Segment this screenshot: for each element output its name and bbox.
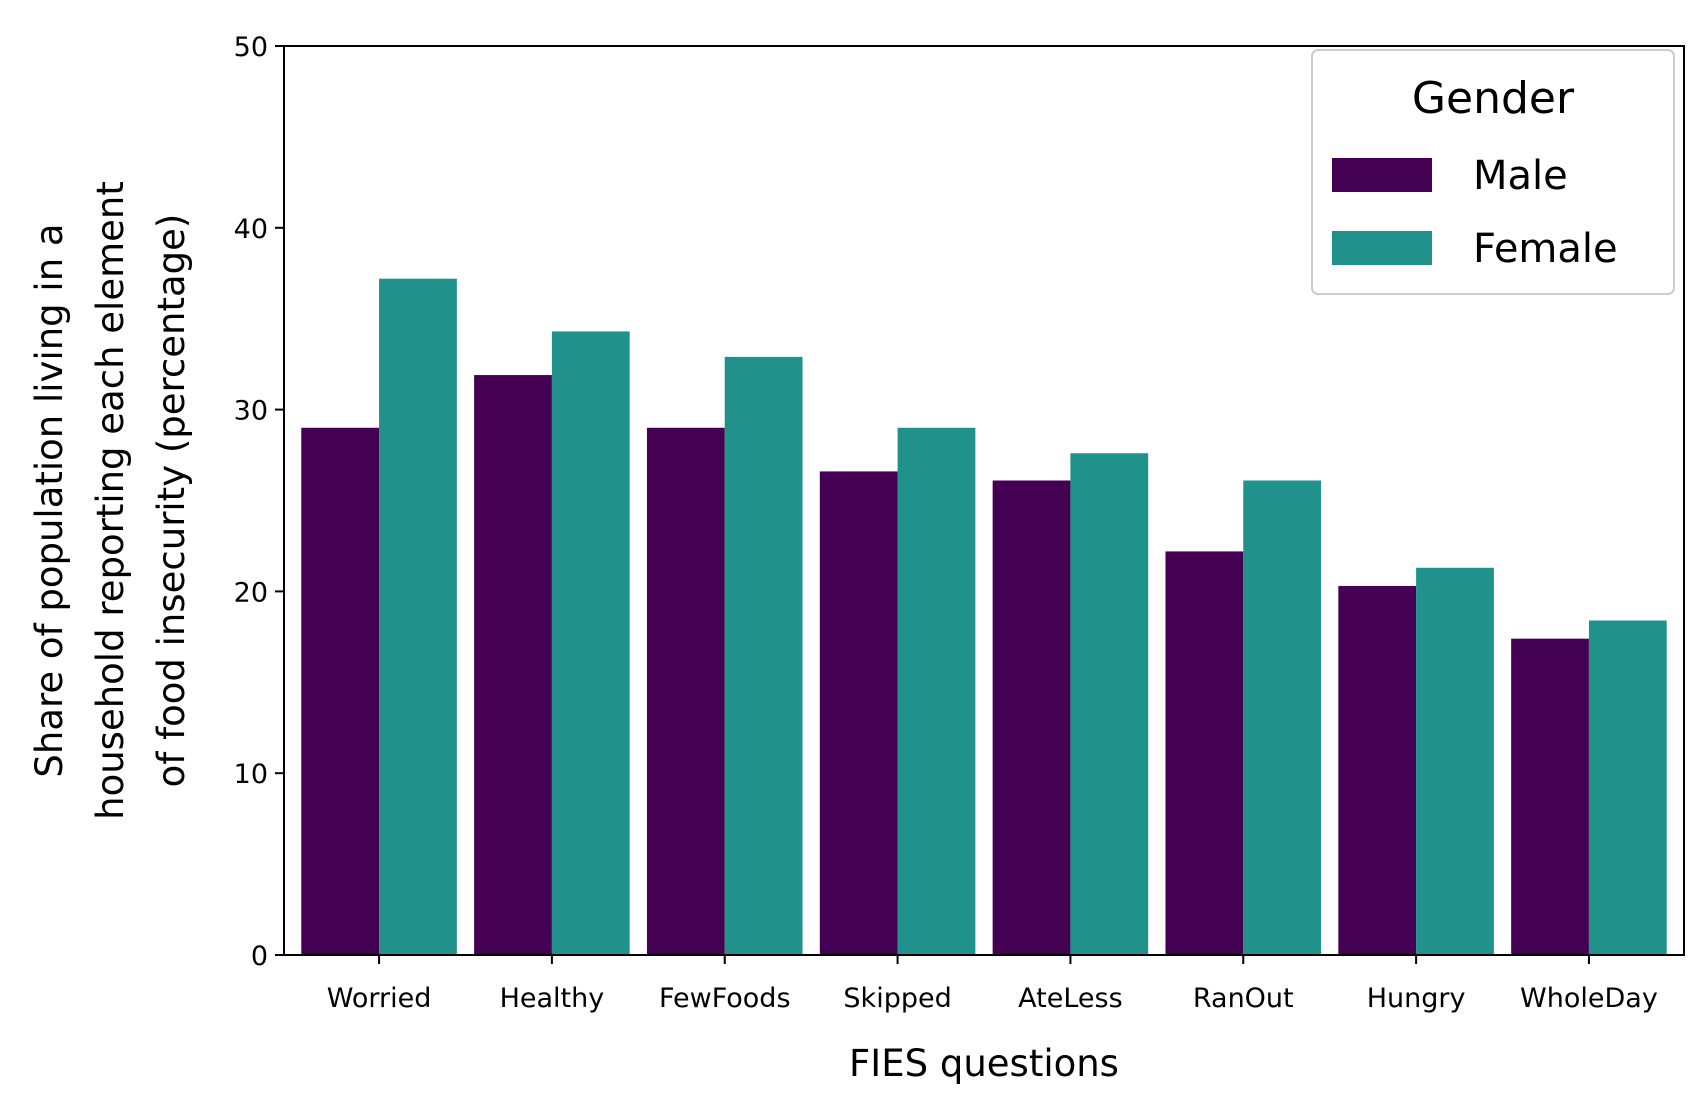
y-tick-label-20: 20 (234, 577, 268, 608)
y-axis-title-line-3: of food insecurity (percentage) (150, 214, 193, 788)
plot-frame (283, 45, 1685, 956)
y-axis: 0 10 20 30 40 50 (234, 32, 284, 972)
y-tick-label-10: 10 (234, 759, 268, 790)
x-tick-label-wholeday: WholeDay (1520, 983, 1658, 1014)
legend-label-female: Female (1473, 226, 1618, 272)
y-tick-label-40: 40 (234, 214, 268, 245)
x-axis: Worried Healthy FewFoods Skipped AteLess RanO… (327, 955, 1658, 1014)
x-tick-label-healthy: Healthy (500, 983, 605, 1014)
y-tick-label-50: 50 (234, 32, 268, 63)
bar-male-ranout (1165, 551, 1244, 955)
legend-title: Gender (1412, 73, 1575, 124)
bar-female-wholeday (1588, 620, 1667, 955)
bar-female-healthy (551, 331, 630, 955)
legend-swatch-female (1332, 231, 1432, 265)
bar-female-skipped (897, 427, 976, 955)
bar-male-wholeday (1511, 638, 1589, 955)
legend: Gender Male Female (1311, 49, 1675, 295)
y-axis-title-line-1: Share of population living in a (28, 223, 71, 777)
bar-female-fewfoods (724, 356, 803, 955)
x-axis-title: FIES questions (849, 1042, 1119, 1085)
bar-male-fewfoods (646, 427, 725, 955)
bar-male-hungry (1338, 585, 1417, 955)
x-tick-label-worried: Worried (327, 983, 432, 1014)
x-tick-label-hungry: Hungry (1367, 983, 1466, 1014)
x-tick-label-ateless: AteLess (1018, 983, 1123, 1014)
y-axis-title-line-2: household reporting each element (89, 181, 132, 820)
bars-group (301, 278, 1667, 956)
x-tick-label-ranout: RanOut (1193, 983, 1294, 1014)
y-tick-label-0: 0 (251, 941, 268, 972)
bar-male-ateless (992, 480, 1071, 955)
x-tick-label-fewfoods: FewFoods (659, 983, 791, 1014)
x-tick-label-skipped: Skipped (843, 983, 951, 1014)
bar-female-ranout (1243, 480, 1322, 955)
bar-female-hungry (1416, 567, 1494, 955)
y-axis-title: Share of population living in a household… (28, 181, 193, 820)
bar-female-worried (379, 278, 457, 956)
legend-swatch-male (1332, 158, 1432, 192)
bar-male-skipped (819, 471, 898, 955)
legend-label-male: Male (1473, 153, 1568, 199)
bar-female-ateless (1070, 453, 1149, 955)
bar-male-healthy (474, 375, 552, 956)
bar-male-worried (301, 427, 380, 955)
y-tick-label-30: 30 (234, 396, 268, 427)
